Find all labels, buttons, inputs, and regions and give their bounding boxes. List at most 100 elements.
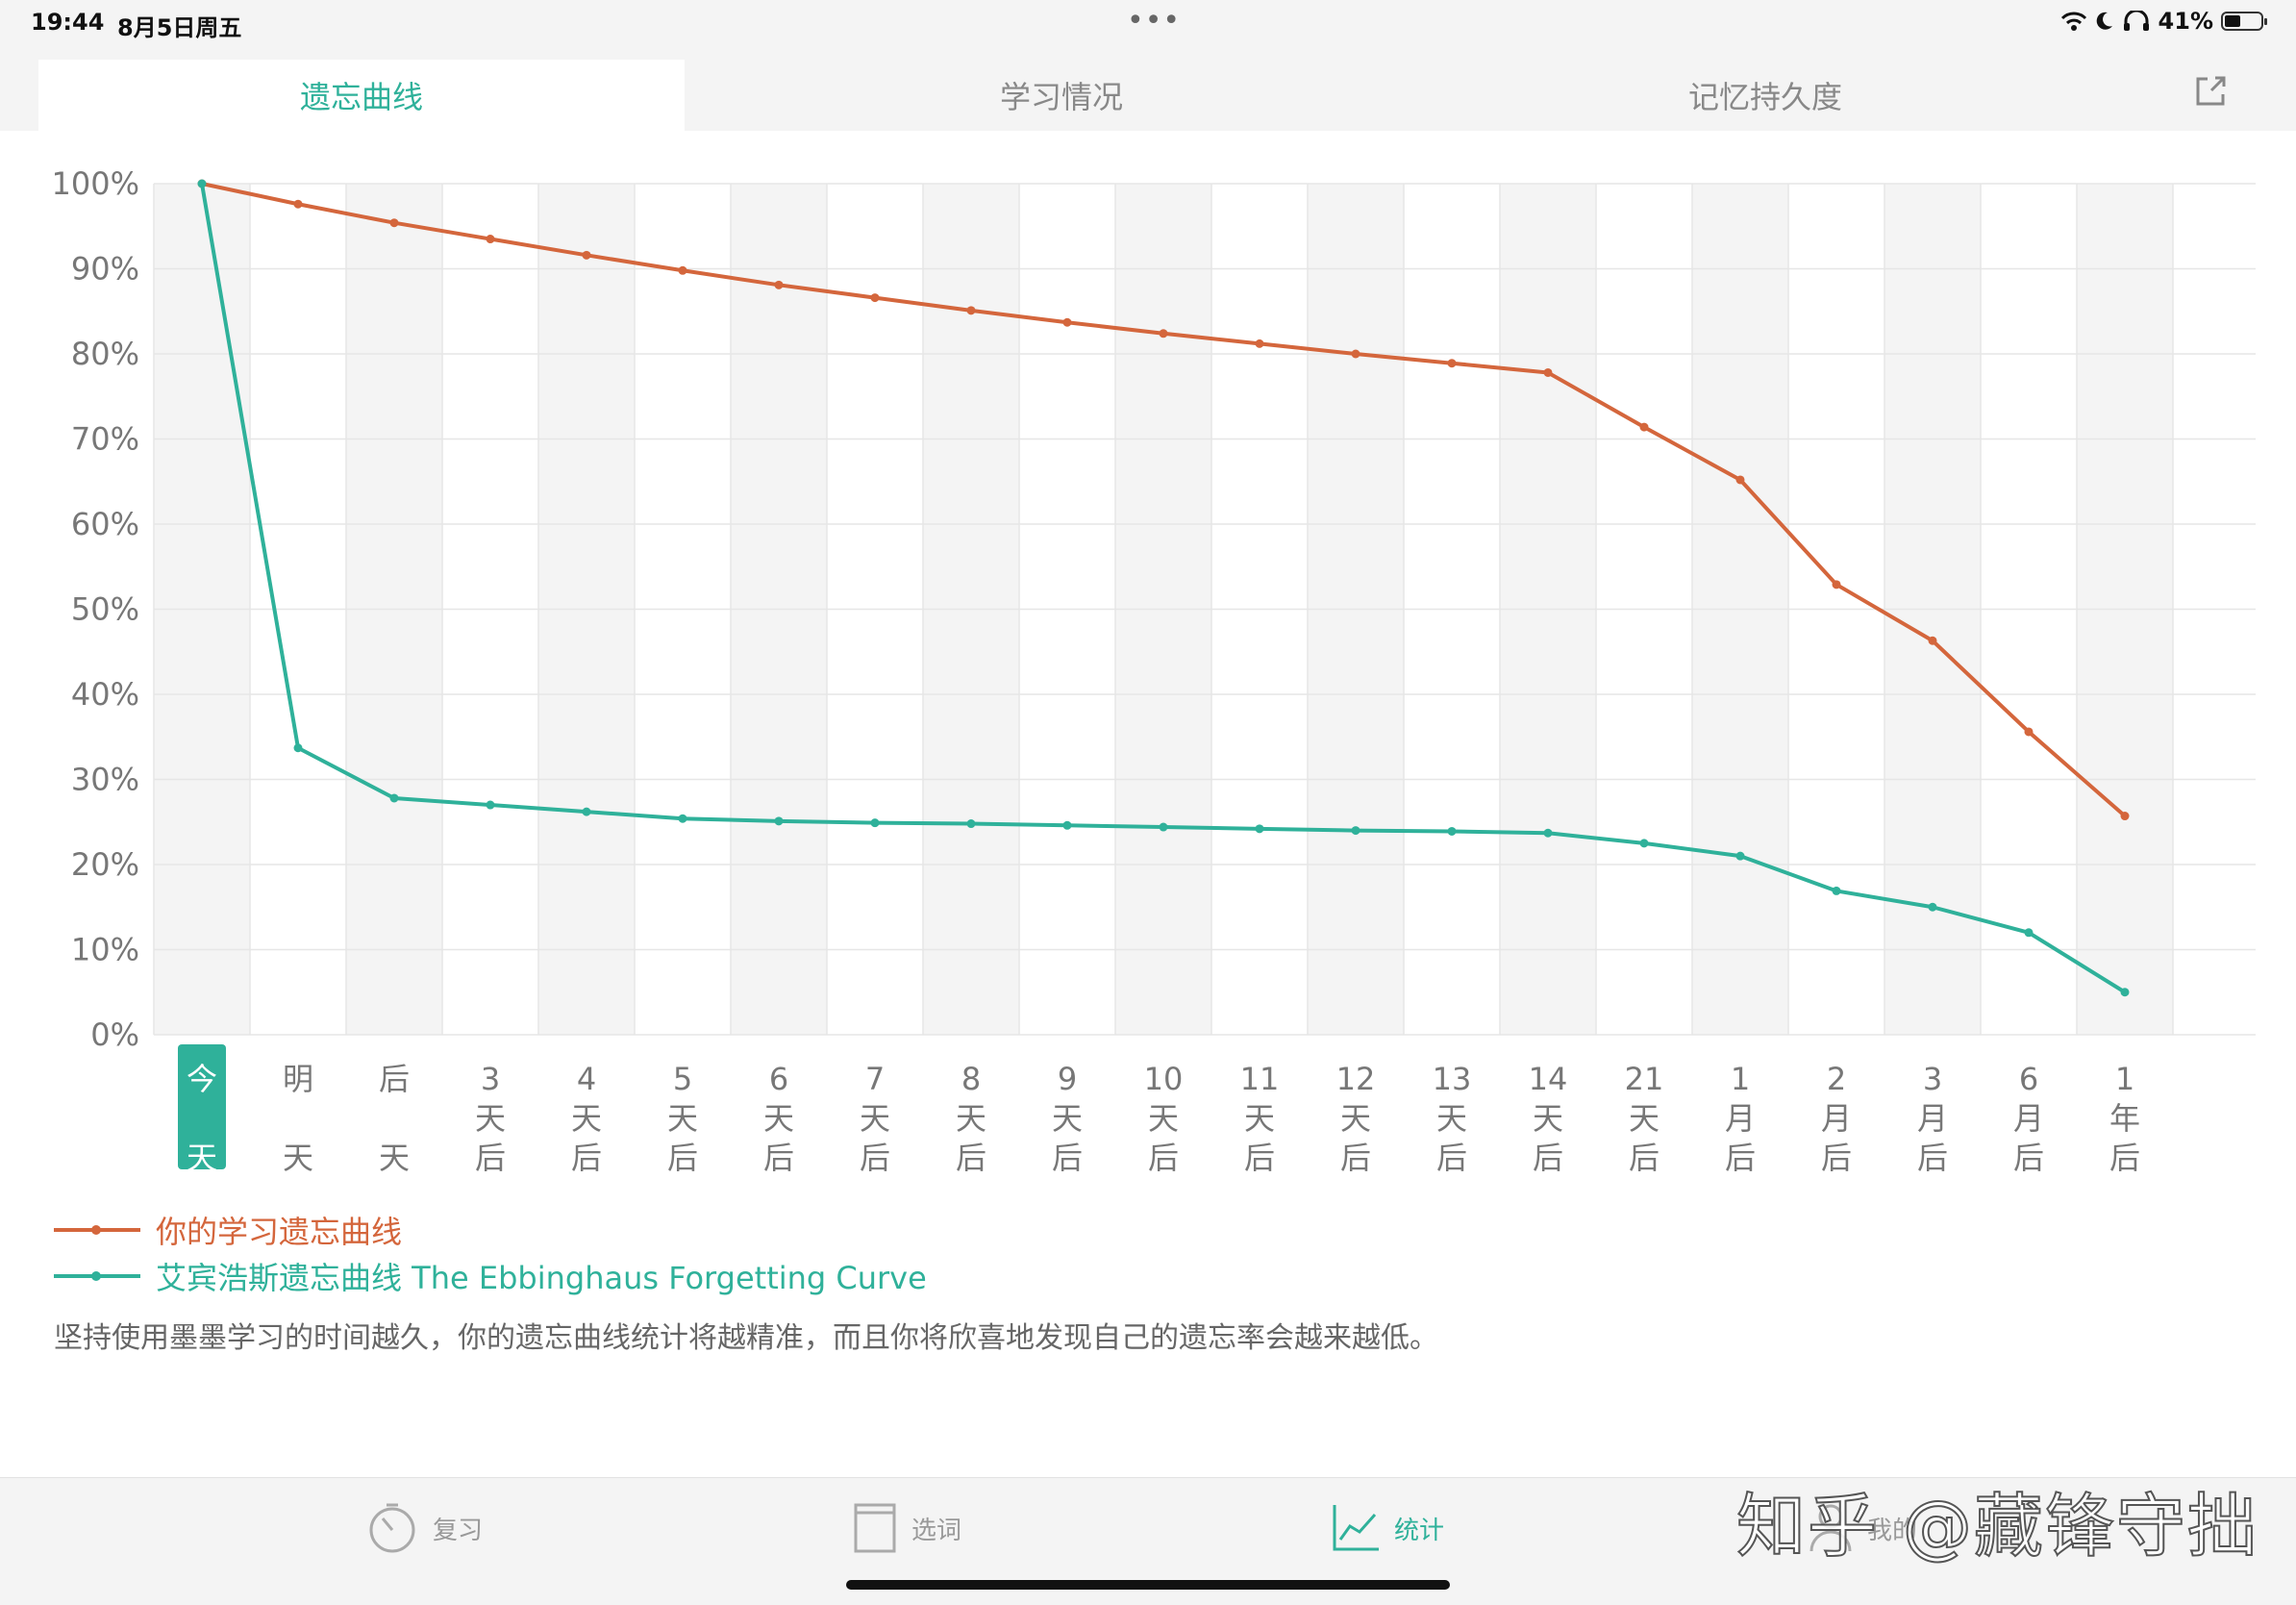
chart-legend: 你的学习遗忘曲线 艾宾浩斯遗忘曲线 The Ebbinghaus Forgett… [54,1207,927,1299]
x-tick-label: 后 [956,1140,986,1176]
x-tick-label: 后 [1148,1140,1179,1176]
x-tick-label: 后 [1340,1140,1371,1176]
data-point [293,743,303,753]
y-tick-label: 60% [71,506,139,542]
x-tick-label: 10 [1144,1061,1184,1097]
x-tick-label: 年 [2109,1100,2140,1137]
tab-study-status[interactable]: 学习情况 [999,79,1123,115]
data-point [1159,329,1168,339]
x-tick-label: 天 [1052,1100,1083,1137]
data-point [2120,988,2130,997]
watermark-text: 知乎 @藏锋守拙 [1735,1485,2259,1567]
x-tick-label: 5 [673,1061,692,1097]
y-tick-label: 20% [71,846,139,883]
data-point [1928,636,1937,645]
tabbar-label: 复习 [433,1516,484,1545]
data-point [582,250,591,260]
data-point [1447,826,1457,836]
data-point [2024,727,2034,737]
forgetting-curve-chart: 100% 90% 80% 70% 60% 50% 40% 30% 20% 10% 0% 今天明天后天 3… [0,131,2296,1198]
tabbar-review[interactable]: 复习 [365,1501,483,1555]
x-tick-label: 天 [763,1100,794,1137]
data-point [1351,349,1360,359]
data-point [1639,422,1649,432]
legend-label: 艾宾浩斯遗忘曲线 The Ebbinghaus Forgetting Curve [156,1260,927,1296]
tabbar-label: 统计 [1394,1516,1445,1545]
x-tick-label: 3 [481,1061,500,1097]
x-tick-label: 14 [1529,1061,1568,1097]
data-point [966,819,976,829]
x-tick-label: 月 [1725,1100,1756,1137]
home-indicator[interactable] [846,1580,1450,1590]
data-point [774,280,784,289]
data-point [582,807,591,816]
x-tick-label: 8 [961,1061,981,1097]
y-tick-label: 100% [52,165,139,202]
x-tick-label: 后 [1533,1140,1563,1176]
y-tick-label: 70% [71,421,139,458]
status-bar: 19:44 8月5日周五 ••• 41% [0,0,2296,48]
data-point [1062,317,1072,327]
x-tick-label: 4 [577,1061,596,1097]
chart-note: 坚持使用墨墨学习的时间越久，你的遗忘曲线统计将越精准，而且你将欣喜地发现自己的遗… [54,1321,1438,1355]
x-tick-label: 天 [956,1100,986,1137]
x-tick-label: 天 [1340,1100,1371,1137]
legend-item-user-curve: 你的学习遗忘曲线 [54,1207,927,1253]
x-tick-label: 天 [283,1140,313,1176]
data-point [2120,812,2130,821]
x-tick-label: 天 [1629,1100,1660,1137]
x-tick-label: 后 [1725,1140,1756,1176]
multitasking-dots-icon[interactable]: ••• [1127,4,1182,38]
share-icon[interactable] [2192,73,2229,110]
x-tick-label: 天 [571,1100,602,1137]
x-tick-label: 后 [1052,1140,1083,1176]
battery-percent: 41% [2158,8,2213,35]
x-tick-label: 后 [475,1140,506,1176]
x-tick-label: 6 [769,1061,788,1097]
data-point [2024,928,2034,938]
x-tick-label: 后 [860,1140,890,1176]
tabbar-label: 我的 [1867,1516,1918,1545]
y-tick-label: 10% [71,932,139,968]
data-point [1735,475,1745,485]
data-point [1735,851,1745,861]
x-tick-label: 天 [860,1100,890,1137]
x-tick-highlight [178,1044,226,1169]
tabbar-mine[interactable]: 我的 [1808,1501,1917,1555]
data-point [1832,580,1841,589]
x-tick-label: 天 [667,1100,698,1137]
x-tick-label: 后 [667,1140,698,1176]
tab-memory-durability[interactable]: 记忆持久度 [1687,79,1842,115]
x-tick-label: 11 [1240,1061,1280,1097]
tab-forgetting-curve[interactable]: 遗忘曲线 [38,60,685,131]
person-icon [1809,1504,1852,1552]
y-tick-label: 50% [71,591,139,628]
legend-item-ebbinghaus-curve: 艾宾浩斯遗忘曲线 The Ebbinghaus Forgetting Curve [54,1253,927,1299]
x-tick-label: 天 [1244,1100,1275,1137]
x-tick-label: 后 [1436,1140,1467,1176]
x-tick-label: 今 [187,1061,217,1097]
chart-icon [1333,1505,1379,1551]
timer-icon [369,1503,415,1553]
data-point [486,235,495,244]
chart-svg: 100%90%80%70%60%50%40%30%20%10%0%今天明天后天3… [52,165,2269,1176]
tabbar-statistics[interactable]: 统计 [1331,1501,1444,1555]
x-tick-label: 月 [1917,1100,1948,1137]
data-point [389,218,399,228]
legend-swatch-green [54,1271,140,1281]
data-point [1062,820,1072,830]
tabbar-select-words[interactable]: 选词 [852,1501,961,1555]
data-point [293,199,303,209]
x-tick-label: 天 [1533,1100,1563,1137]
x-tick-label: 天 [475,1100,506,1137]
wifi-icon [2060,12,2086,31]
data-point [870,818,880,828]
data-point [197,179,207,188]
x-tick-label: 天 [1148,1100,1179,1137]
data-point [1255,339,1264,348]
y-tick-label: 30% [71,762,139,798]
x-tick-label: 后 [763,1140,794,1176]
x-tick-label: 6 [2019,1061,2038,1097]
x-tick-label: 天 [1436,1100,1467,1137]
x-tick-label: 12 [1336,1061,1376,1097]
